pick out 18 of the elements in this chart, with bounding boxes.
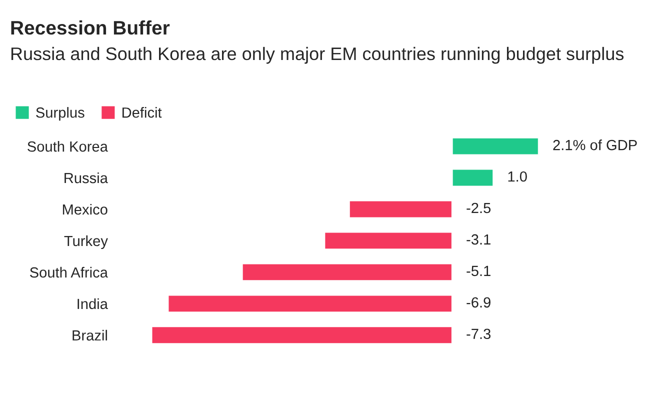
data-label: -7.3 [466,328,491,340]
y-tick-label: Brazil [72,330,107,341]
y-tick-label: India [78,298,108,310]
y-tick-label: Turkey [64,235,108,250]
chart-subtitle: Russia and South Korea are only major EM countries running budget surplus [11,46,624,64]
y-tick-label: South Korea [28,141,108,152]
data-label: 1.0 [508,171,527,182]
data-label: -2.5 [466,202,491,214]
y-tick-label: Mexico [62,204,108,215]
data-label: -6.9 [466,297,490,308]
chart-title: Recession Buffer [11,20,170,35]
y-tick-label: South Africa [30,266,108,278]
data-label: 2.1% of GDP [553,140,637,150]
legend-label: Deficit [122,107,162,118]
y-tick-label: Russia [64,172,108,184]
data-label: -5.1 [466,266,490,276]
data-label: -3.1 [466,234,490,245]
legend-label: Surplus [36,107,84,121]
